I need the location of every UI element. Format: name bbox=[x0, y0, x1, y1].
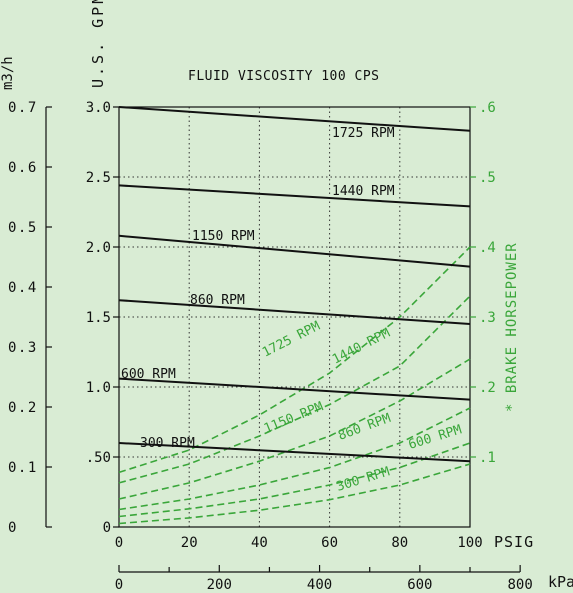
flow-line bbox=[118, 442, 471, 463]
y-far-left-tick-label: 0.6 bbox=[8, 160, 38, 176]
y-far-left-axis-label: m3/h bbox=[0, 56, 16, 90]
x2-tick-label: 800 bbox=[507, 577, 532, 593]
y-left-axis-label: U.S. GPM bbox=[89, 0, 107, 88]
flow-curves bbox=[118, 106, 471, 463]
flow-line bbox=[118, 184, 471, 208]
flow-line-label: 300 RPM bbox=[140, 436, 195, 451]
y-far-left-tick-label: 0 bbox=[8, 520, 18, 536]
x2-tick-label: 200 bbox=[207, 577, 232, 593]
flow-line-label: 1440 RPM bbox=[332, 184, 395, 199]
horsepower-curve bbox=[118, 463, 471, 525]
x-tick-label: 60 bbox=[321, 535, 338, 551]
y-right-tick-label: .2 bbox=[479, 380, 496, 396]
y-far-left-tick-label: 0.4 bbox=[8, 280, 38, 296]
x-tick-label: 80 bbox=[391, 535, 408, 551]
y-far-left-tick-label: 0.7 bbox=[8, 100, 38, 116]
grid bbox=[119, 107, 470, 527]
x-tick-label: 40 bbox=[251, 535, 268, 551]
y-right-tick-label: .3 bbox=[479, 310, 496, 326]
x2-axis-label: kPa bbox=[548, 573, 573, 591]
x-axis-label: PSIG bbox=[494, 533, 534, 551]
y-far-left-tick-label: 0.2 bbox=[8, 400, 38, 416]
horsepower-curve bbox=[118, 358, 471, 500]
horsepower-curve bbox=[118, 442, 471, 518]
x-tick-label: 0 bbox=[115, 535, 123, 551]
y-far-left-tick-label: 0.1 bbox=[8, 460, 38, 476]
x2-tick-label: 0 bbox=[115, 577, 123, 593]
y-left-tick-label: 0 bbox=[103, 520, 111, 536]
flow-line bbox=[118, 106, 471, 132]
flow-line bbox=[118, 234, 471, 268]
flow-line bbox=[118, 299, 471, 325]
flow-line bbox=[118, 377, 471, 401]
y-far-left-tick-label: 0.5 bbox=[8, 220, 38, 236]
axes: 0.501.01.52.02.53.000.10.20.30.40.50.60.… bbox=[8, 100, 533, 593]
horsepower-curve bbox=[118, 407, 471, 511]
y-right-tick-label: .5 bbox=[479, 170, 496, 186]
x-tick-label: 20 bbox=[181, 535, 198, 551]
y-left-tick-label: 2.0 bbox=[86, 240, 111, 256]
y-left-tick-label: 2.5 bbox=[86, 170, 111, 186]
x2-tick-label: 600 bbox=[407, 577, 432, 593]
y-left-tick-label: 3.0 bbox=[86, 100, 111, 116]
y-right-tick-label: .1 bbox=[479, 450, 496, 466]
chart-title: FLUID VISCOSITY 100 CPS bbox=[188, 69, 380, 84]
y-far-left-tick-label: 0.3 bbox=[8, 340, 38, 356]
flow-line-label: 600 RPM bbox=[121, 367, 176, 382]
y-left-tick-label: 1.0 bbox=[86, 380, 111, 396]
y-left-tick-label: 1.5 bbox=[86, 310, 111, 326]
y-right-tick-label: .6 bbox=[479, 100, 496, 116]
x2-tick-label: 400 bbox=[307, 577, 332, 593]
y-left-tick-label: .50 bbox=[86, 450, 111, 466]
y-right-tick-label: .4 bbox=[479, 240, 496, 256]
horsepower-curve bbox=[118, 246, 471, 474]
y-right-axis-label: * BRAKE HORSEPOWER bbox=[504, 242, 520, 412]
flow-line-label: 1725 RPM bbox=[332, 126, 395, 141]
horsepower-curve bbox=[118, 295, 471, 484]
x-tick-label: 100 bbox=[457, 535, 482, 551]
flow-line-label: 860 RPM bbox=[190, 293, 245, 308]
horsepower-curves bbox=[118, 246, 471, 525]
flow-line-label: 1150 RPM bbox=[192, 229, 255, 244]
